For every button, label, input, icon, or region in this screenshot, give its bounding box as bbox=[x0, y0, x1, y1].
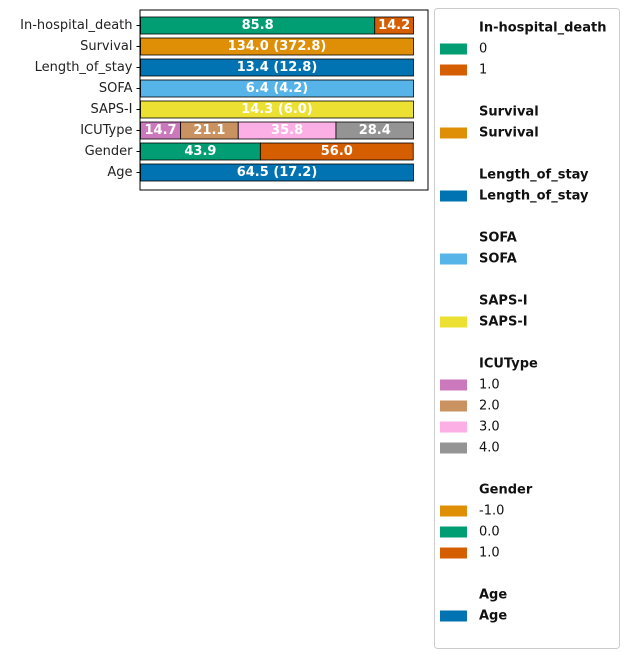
bar-segment bbox=[374, 16, 414, 35]
legend-swatch bbox=[440, 379, 467, 391]
legend-frame bbox=[434, 8, 620, 649]
data-label: 43.9 bbox=[184, 144, 216, 159]
y-tick-label: In-hospital_death bbox=[20, 18, 132, 33]
y-tick-label: Age bbox=[107, 165, 132, 180]
bars-group: 85.8 14.2 134.0 (372.8) 13.4 (12.8) 6.4 (4.2… bbox=[140, 16, 414, 182]
legend-group-title: Survival bbox=[479, 105, 539, 120]
legend: In-hospital_death 0 1 Survival Survival Lengt… bbox=[440, 21, 606, 624]
bar-row-sofa: 6.4 (4.2) bbox=[140, 79, 414, 98]
legend-item-label: 0.0 bbox=[479, 525, 500, 540]
data-label: 14.7 bbox=[145, 123, 177, 138]
y-tick-label: Length_of_stay bbox=[35, 60, 133, 75]
legend-group-title: ICUType bbox=[479, 357, 538, 372]
bar-row-icutype: 14.7 21.1 35.8 28.4 bbox=[140, 121, 414, 140]
legend-item-label: SAPS-I bbox=[479, 315, 528, 330]
legend-swatch bbox=[440, 190, 467, 202]
legend-group-sofa: SOFA SOFA bbox=[440, 231, 517, 267]
legend-group-age: Age Age bbox=[440, 588, 507, 624]
data-label: 56.0 bbox=[321, 144, 353, 159]
data-label: 6.4 (4.2) bbox=[246, 81, 308, 96]
data-label: 35.8 bbox=[271, 123, 303, 138]
y-tick-label: SOFA bbox=[99, 81, 133, 96]
legend-swatch bbox=[440, 253, 467, 265]
bar-row-age: 64.5 (17.2) bbox=[140, 163, 414, 182]
y-tick-labels: In-hospital_death Survival Length_of_stay S… bbox=[20, 18, 141, 180]
plot-area-frame bbox=[139, 9, 429, 191]
legend-item-label: SOFA bbox=[479, 252, 517, 267]
legend-swatch bbox=[440, 400, 467, 412]
legend-swatch bbox=[440, 316, 467, 328]
legend-group-title: Length_of_stay bbox=[479, 168, 589, 183]
data-label: 13.4 (12.8) bbox=[237, 60, 318, 75]
legend-group-title: Age bbox=[479, 588, 507, 603]
legend-group-gender: Gender -1.0 0.0 1.0 bbox=[440, 483, 533, 561]
legend-swatch bbox=[440, 547, 467, 559]
legend-group-saps-i: SAPS-I SAPS-I bbox=[440, 294, 528, 330]
data-label: 85.8 bbox=[242, 18, 274, 33]
data-label: 134.0 (372.8) bbox=[228, 39, 327, 54]
y-tick-label: Survival bbox=[80, 39, 132, 54]
legend-swatch bbox=[440, 505, 467, 517]
legend-group-title: Gender bbox=[479, 483, 533, 498]
y-tick-label: Gender bbox=[85, 144, 134, 159]
legend-item-label: 4.0 bbox=[479, 441, 500, 456]
data-label: 64.5 (17.2) bbox=[237, 165, 318, 180]
bar-row-survival: 134.0 (372.8) bbox=[140, 37, 414, 56]
legend-swatch bbox=[440, 442, 467, 454]
legend-swatch bbox=[440, 64, 467, 76]
bar-row-saps-i: 14.3 (6.0) bbox=[140, 100, 414, 119]
legend-group-title: SOFA bbox=[479, 231, 517, 246]
bar-row-length-of-stay: 13.4 (12.8) bbox=[140, 58, 414, 77]
legend-group-in-hospital-death: In-hospital_death 0 1 bbox=[440, 21, 606, 78]
bar-row-in-hospital-death: 85.8 14.2 bbox=[140, 16, 414, 35]
legend-group-length-of-stay: Length_of_stay Length_of_stay bbox=[440, 168, 589, 204]
legend-item-label: Length_of_stay bbox=[479, 189, 589, 204]
y-tick-label: SAPS-I bbox=[90, 102, 132, 117]
legend-item-label: Age bbox=[479, 609, 507, 624]
legend-swatch bbox=[440, 127, 467, 139]
bar-segment bbox=[259, 142, 414, 161]
legend-swatch bbox=[440, 610, 467, 622]
legend-item-label: 1.0 bbox=[479, 546, 500, 561]
bar-row-gender: 43.9 56.0 bbox=[140, 142, 414, 161]
data-label: 21.1 bbox=[193, 123, 225, 138]
legend-item-label: -1.0 bbox=[479, 504, 504, 519]
legend-group-title: In-hospital_death bbox=[479, 21, 606, 36]
legend-swatch bbox=[440, 421, 467, 433]
legend-item-label: 2.0 bbox=[479, 399, 500, 414]
data-label: 14.2 bbox=[378, 18, 410, 33]
legend-item-label: Survival bbox=[479, 126, 539, 141]
data-label: 14.3 (6.0) bbox=[241, 102, 313, 117]
legend-group-title: SAPS-I bbox=[479, 294, 528, 309]
legend-item-label: 3.0 bbox=[479, 420, 500, 435]
y-tick-label: ICUType bbox=[80, 123, 132, 138]
legend-item-label: 1.0 bbox=[479, 378, 500, 393]
bar-segment bbox=[335, 121, 414, 140]
legend-group-survival: Survival Survival bbox=[440, 105, 539, 141]
legend-swatch bbox=[440, 43, 467, 55]
legend-swatch bbox=[440, 526, 467, 538]
legend-item-label: 1 bbox=[479, 63, 487, 78]
data-label: 28.4 bbox=[359, 123, 391, 138]
legend-group-icutype: ICUType 1.0 2.0 3.0 4.0 bbox=[440, 357, 538, 456]
legend-item-label: 0 bbox=[479, 42, 487, 57]
